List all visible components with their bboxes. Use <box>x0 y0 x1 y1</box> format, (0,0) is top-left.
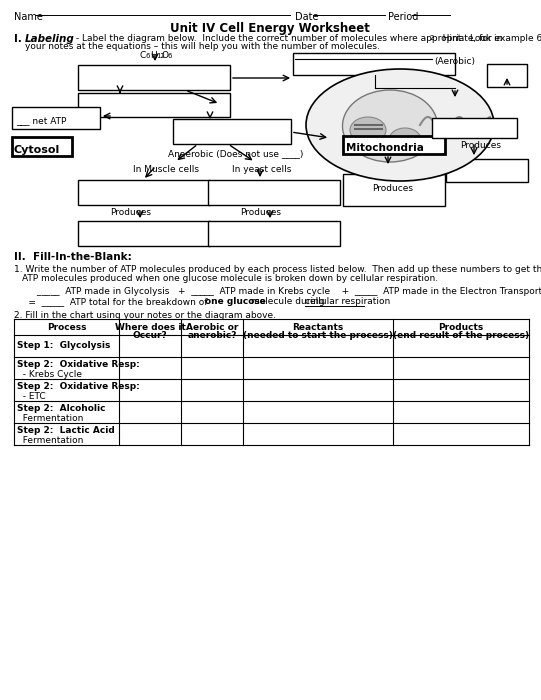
Text: Step 2:  Alcoholic: Step 2: Alcoholic <box>17 404 105 413</box>
Text: H: H <box>150 51 157 60</box>
Bar <box>432 118 517 138</box>
Text: Cytosol: Cytosol <box>14 145 60 155</box>
Text: Period: Period <box>388 12 418 22</box>
Text: anerobic?: anerobic? <box>187 331 237 340</box>
Text: - Krebs Cycle: - Krebs Cycle <box>17 370 82 379</box>
Ellipse shape <box>342 90 438 162</box>
Text: cellular respiration: cellular respiration <box>305 297 390 306</box>
Bar <box>78 180 210 205</box>
Text: Fermentation: Fermentation <box>17 436 83 445</box>
Text: 2: 2 <box>430 36 434 41</box>
Text: (needed to start the process): (needed to start the process) <box>243 331 393 340</box>
Bar <box>208 180 340 205</box>
Bar <box>12 137 72 156</box>
Text: Mitochondria: Mitochondria <box>346 143 424 153</box>
Bar <box>78 65 230 90</box>
Text: one glucose: one glucose <box>205 297 266 306</box>
Text: Produces: Produces <box>110 208 151 217</box>
Text: Anaerobic (Does not use ____): Anaerobic (Does not use ____) <box>168 149 304 158</box>
Text: ___ net ATP: ___ net ATP <box>16 116 67 125</box>
Text: Step 2:  Oxidative Resp:: Step 2: Oxidative Resp: <box>17 360 140 369</box>
Bar <box>208 221 340 246</box>
Bar <box>343 136 445 154</box>
Text: 6: 6 <box>146 52 150 59</box>
Text: Unit IV Cell Energy Worksheet: Unit IV Cell Energy Worksheet <box>170 22 370 35</box>
Text: Reactants: Reactants <box>292 323 344 332</box>
Bar <box>293 53 455 75</box>
Text: Step 1:  Glycolysis: Step 1: Glycolysis <box>17 342 110 351</box>
Text: Produces: Produces <box>240 208 281 217</box>
Text: .  Hint:  Look in: . Hint: Look in <box>434 34 503 43</box>
Text: Occur?: Occur? <box>133 331 167 340</box>
Ellipse shape <box>350 117 386 143</box>
Text: Date: Date <box>295 12 319 22</box>
Text: - ETC: - ETC <box>17 392 45 401</box>
Bar <box>487 64 527 87</box>
Text: Labeling: Labeling <box>25 34 75 44</box>
Text: - Label the diagram below.  Include the correct number of molecules where approp: - Label the diagram below. Include the c… <box>73 34 541 43</box>
Text: 12: 12 <box>156 52 165 59</box>
Text: 2. Fill in the chart using your notes or the diagram above.: 2. Fill in the chart using your notes or… <box>14 311 276 320</box>
Text: Name: Name <box>14 12 43 22</box>
Bar <box>343 174 445 206</box>
Text: I.: I. <box>14 34 29 44</box>
Text: =  _____  ATP total for the breakdown of: = _____ ATP total for the breakdown of <box>14 297 210 306</box>
Text: 6: 6 <box>168 52 173 59</box>
Text: molecule during: molecule during <box>248 297 327 306</box>
Text: Step 2:  Oxidative Resp:: Step 2: Oxidative Resp: <box>17 382 140 391</box>
Text: Produces: Produces <box>460 141 501 150</box>
Text: Products: Products <box>438 323 484 332</box>
Bar <box>446 159 528 182</box>
Bar <box>173 119 291 144</box>
Bar <box>12 107 100 129</box>
Text: Fermentation: Fermentation <box>17 414 83 423</box>
Text: C: C <box>140 51 146 60</box>
Bar <box>78 93 230 117</box>
Text: _____  ATP made in Glycolysis   +  _____  ATP made in Krebs cycle    +  _____  A: _____ ATP made in Glycolysis + _____ ATP… <box>14 287 541 296</box>
Text: 1. Write the number of ATP molecules produced by each process listed below.  The: 1. Write the number of ATP molecules pro… <box>14 265 541 274</box>
Text: Aerobic or: Aerobic or <box>186 323 238 332</box>
Text: II.  Fill-In-the-Blank:: II. Fill-In-the-Blank: <box>14 252 132 262</box>
Text: (end result of the process): (end result of the process) <box>393 331 529 340</box>
Text: In yeast cells: In yeast cells <box>232 165 292 174</box>
Text: Where does it: Where does it <box>115 323 186 332</box>
Text: Process: Process <box>47 323 86 332</box>
Text: your notes at the equations – this will help you with the number of molecules.: your notes at the equations – this will … <box>25 42 380 51</box>
Text: ATP molecules produced when one glucose molecule is broken down by cellular resp: ATP molecules produced when one glucose … <box>22 274 438 283</box>
Text: O: O <box>162 51 169 60</box>
Text: In Muscle cells: In Muscle cells <box>133 165 199 174</box>
Ellipse shape <box>306 69 494 181</box>
Text: Produces: Produces <box>372 184 413 193</box>
Text: Step 2:  Lactic Acid: Step 2: Lactic Acid <box>17 426 115 435</box>
Ellipse shape <box>389 128 421 152</box>
Text: (Aerobic): (Aerobic) <box>434 57 475 66</box>
Bar <box>78 221 210 246</box>
